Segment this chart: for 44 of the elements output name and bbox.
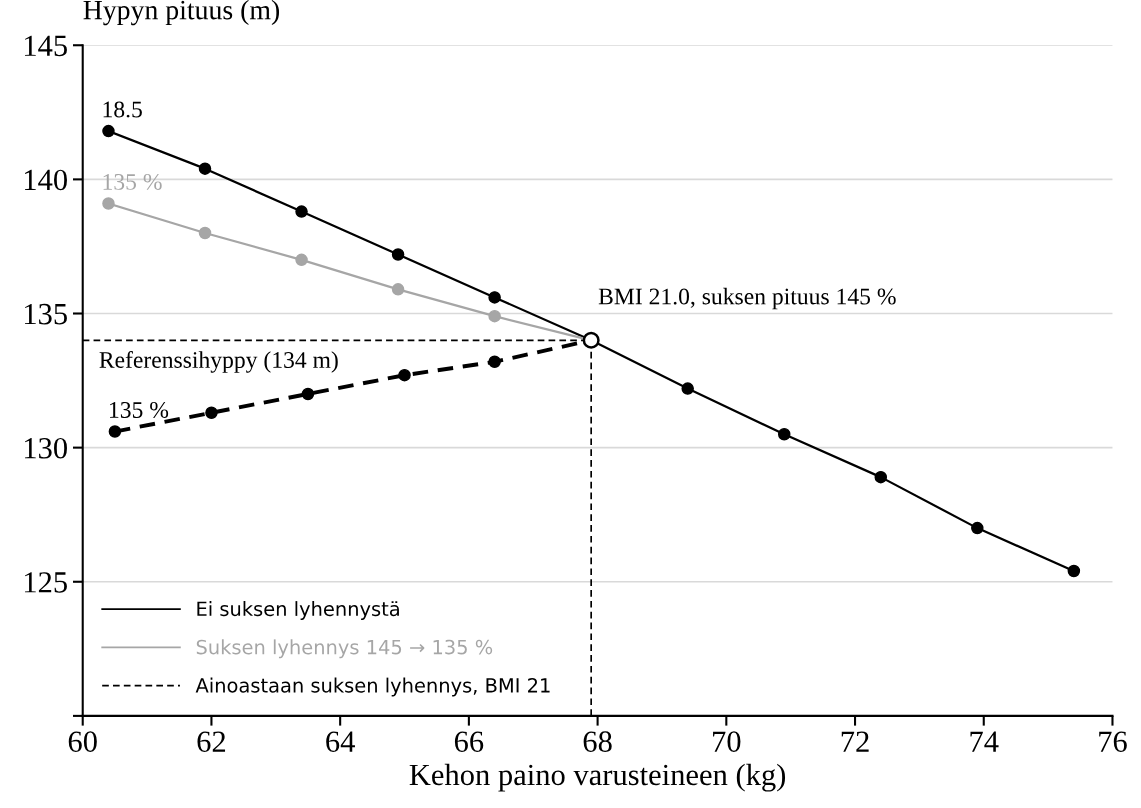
legend-label: Suksen lyhennys 145 → 135 %	[196, 639, 493, 659]
y-tick-label: 125	[24, 572, 67, 593]
point	[1067, 564, 1081, 578]
x-tick-label: 62	[197, 731, 226, 752]
point	[777, 427, 791, 441]
ref-line-label: Referenssihyppy (134 m)	[99, 351, 338, 373]
y-tick-label: 145	[24, 35, 67, 57]
y-tick-label: 140	[24, 169, 67, 191]
point	[971, 521, 984, 535]
x-tick-label: 76	[1099, 731, 1127, 752]
point	[295, 205, 308, 218]
point	[874, 470, 888, 484]
point	[108, 425, 122, 438]
x-axis-title: Kehon paino varusteineen (kg)	[409, 763, 786, 792]
point	[301, 387, 315, 401]
x-tick-label: 64	[326, 731, 355, 752]
annotation: 18.5	[103, 101, 142, 118]
annotation: 135 %	[103, 173, 162, 190]
point	[205, 406, 218, 420]
y-tick-label: 135	[24, 303, 67, 325]
point	[681, 382, 694, 395]
point	[198, 162, 212, 175]
point	[488, 309, 501, 323]
legend-label: Ainoastaan suksen lyhennys, BMI 21	[195, 677, 550, 697]
y-tick-label: 130	[24, 437, 67, 459]
x-tick-label: 66	[454, 731, 484, 752]
point	[198, 226, 212, 240]
point	[398, 368, 411, 382]
point	[391, 248, 405, 261]
legend-label: Ei suksen lyhennystä	[197, 601, 399, 620]
x-tick-label: 74	[970, 731, 999, 752]
annotation: BMI 21.0, suksen pituus 145 %	[598, 287, 896, 310]
x-tick-label: 70	[713, 731, 741, 752]
point	[102, 197, 115, 210]
x-tick-label: 60	[68, 731, 97, 752]
point	[488, 291, 501, 304]
x-tick-label: 72	[841, 731, 869, 752]
point	[488, 355, 501, 369]
x-tick-label: 68	[583, 731, 612, 752]
y-axis-title: Hypyn pituus (m)	[83, 0, 280, 26]
point	[102, 124, 115, 138]
point	[295, 253, 308, 267]
annotation: 135 %	[110, 401, 169, 418]
point	[391, 283, 405, 296]
